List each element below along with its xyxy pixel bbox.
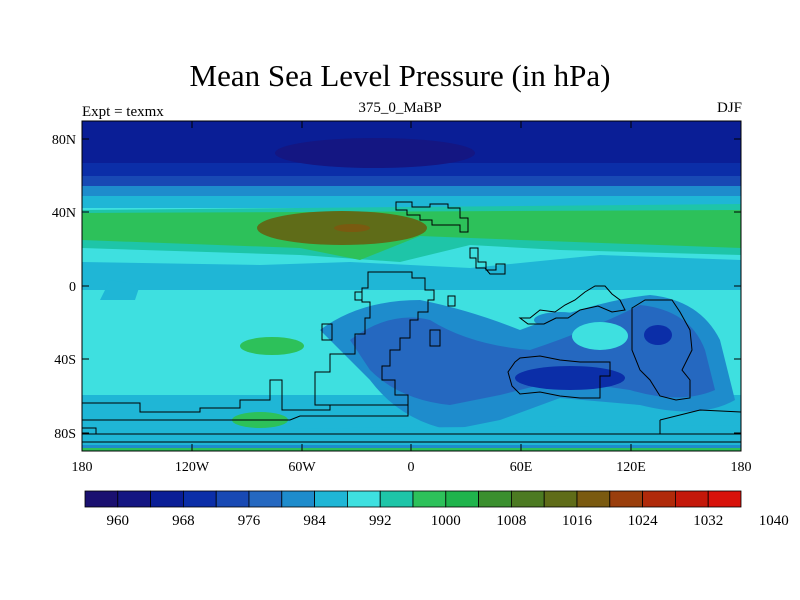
x-tick-label: 120E — [616, 460, 646, 475]
y-tick-marks — [82, 138, 741, 434]
colorbar-swatch — [314, 490, 348, 508]
colorbar-swatch — [248, 490, 283, 508]
colorbar-swatch — [84, 490, 119, 508]
experiment-label: Expt = texmx — [82, 104, 164, 120]
x-tick-marks — [81, 121, 742, 451]
y-tick-label: 80N — [52, 133, 76, 148]
colorbar-label: 992 — [369, 513, 392, 529]
colorbar — [84, 490, 742, 508]
colorbar-swatch — [609, 490, 643, 508]
map-field — [82, 121, 741, 451]
colorbar-swatch — [576, 490, 611, 508]
colorbar-label: 960 — [107, 513, 130, 529]
season-label: DJF — [716, 100, 742, 116]
x-tick-label: 180 — [731, 460, 752, 475]
colorbar-swatch — [117, 490, 152, 508]
colorbar-swatch — [642, 490, 676, 508]
y-tick-label: 80S — [54, 427, 76, 442]
colorbar-swatch — [215, 490, 250, 508]
colorbar-label: 984 — [303, 513, 326, 529]
y-tick-label: 40N — [52, 206, 76, 221]
colorbar-swatch — [379, 490, 414, 508]
colorbar-swatch — [510, 490, 545, 508]
x-tick-label: 60E — [510, 460, 533, 475]
plot-title: Mean Sea Level Pressure (in hPa) — [189, 58, 611, 93]
colorbar-swatch — [675, 490, 709, 508]
colorbar-swatch — [707, 490, 742, 508]
colorbar-label: 968 — [172, 513, 195, 529]
colorbar-swatch — [150, 490, 184, 508]
x-tick-label: 120W — [175, 460, 210, 475]
colorbar-swatch — [281, 490, 315, 508]
colorbar-swatch — [543, 490, 578, 508]
colorbar-label: 1008 — [496, 513, 526, 529]
y-tick-label: 40S — [54, 353, 76, 368]
colorbar-swatch — [478, 490, 512, 508]
colorbar-label: 1024 — [628, 513, 659, 529]
colorbar-labels: 960 968 976 984 992 1000 1008 1016 1024 1032 1040 — [107, 513, 789, 529]
colorbar-label: 1032 — [693, 513, 723, 529]
colorbar-label: 976 — [238, 513, 261, 529]
colorbar-swatch — [346, 490, 381, 508]
y-tick-label: 0 — [69, 280, 76, 295]
plot-subtitle: 375_0_MaBP — [358, 100, 442, 116]
x-tick-label: 180 — [72, 460, 93, 475]
colorbar-label: 1000 — [431, 513, 461, 529]
colorbar-label: 1040 — [759, 513, 789, 529]
x-tick-label: 0 — [408, 460, 415, 475]
colorbar-label: 1016 — [562, 513, 593, 529]
colorbar-swatch — [445, 490, 479, 508]
colorbar-swatch — [182, 490, 217, 508]
x-tick-label: 60W — [288, 460, 316, 475]
colorbar-swatch — [412, 490, 447, 508]
